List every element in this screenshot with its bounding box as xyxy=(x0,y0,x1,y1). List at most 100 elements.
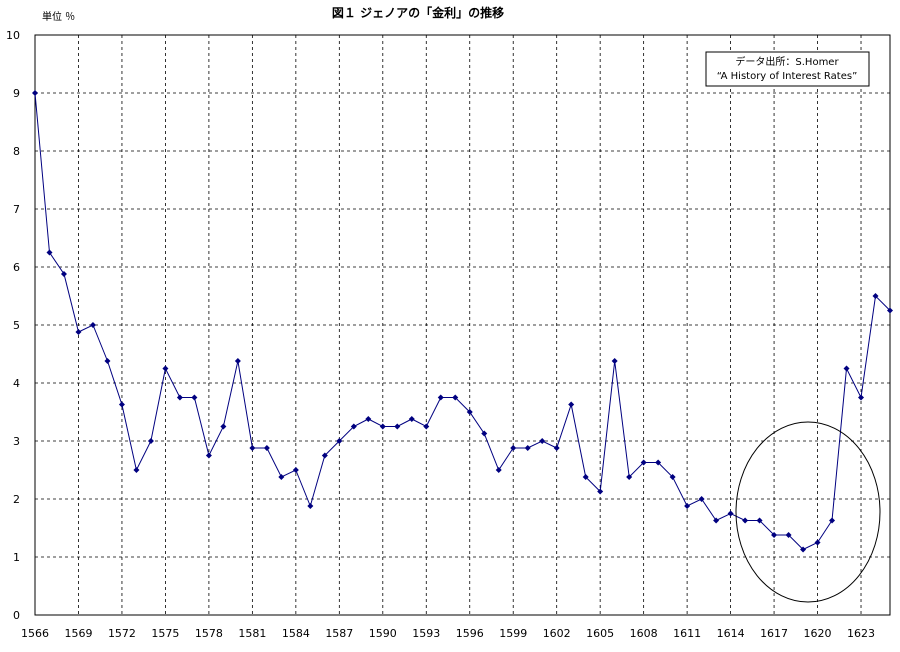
data-point xyxy=(568,401,575,408)
data-point xyxy=(205,452,212,459)
data-point xyxy=(394,423,401,430)
highlight-circle xyxy=(735,421,881,603)
y-tick-label: 8 xyxy=(13,145,20,158)
data-point xyxy=(437,394,444,401)
data-point xyxy=(582,473,589,480)
data-point xyxy=(524,444,531,451)
data-point xyxy=(452,394,459,401)
data-point xyxy=(727,510,734,517)
x-tick-label: 1608 xyxy=(630,627,658,640)
chart-title: 図１ ジェノアの「金利」の推移 xyxy=(332,5,504,20)
data-point xyxy=(350,423,357,430)
data-point xyxy=(118,401,125,408)
x-tick-label: 1620 xyxy=(804,627,832,640)
gridlines xyxy=(35,35,890,615)
x-tick-label: 1611 xyxy=(673,627,701,640)
y-axis-ticks: 0 1 2 3 4 5 6 7 8 9 10 xyxy=(6,29,20,622)
data-point xyxy=(756,517,763,524)
x-tick-label: 1605 xyxy=(586,627,614,640)
data-point xyxy=(379,423,386,430)
data-point xyxy=(46,249,53,256)
data-point xyxy=(234,357,241,364)
data-points xyxy=(32,90,893,553)
x-axis-ticks: 1566 1569 1572 1575 1578 1581 1584 1587 1590 1593… xyxy=(21,627,875,640)
data-point xyxy=(292,467,299,473)
data-point xyxy=(191,394,198,401)
data-point xyxy=(814,539,821,546)
data-point xyxy=(60,270,67,277)
data-point xyxy=(481,430,488,437)
data-point xyxy=(858,394,865,401)
data-point xyxy=(408,415,415,422)
y-tick-label: 0 xyxy=(13,609,20,622)
y-tick-label: 10 xyxy=(6,29,20,42)
x-tick-label: 1578 xyxy=(195,627,223,640)
data-point xyxy=(785,531,792,538)
data-point xyxy=(104,357,111,364)
y-tick-label: 5 xyxy=(13,319,20,332)
data-point xyxy=(611,357,618,364)
data-point xyxy=(510,444,517,451)
data-point xyxy=(626,473,633,480)
data-point xyxy=(640,459,647,466)
x-tick-label: 1581 xyxy=(238,627,266,640)
data-point xyxy=(147,438,154,444)
x-tick-label: 1599 xyxy=(499,627,527,640)
x-tick-label: 1587 xyxy=(325,627,353,640)
data-point xyxy=(278,473,285,480)
data-point xyxy=(742,517,749,524)
data-point xyxy=(829,517,836,524)
data-point xyxy=(336,438,343,444)
y-tick-label: 3 xyxy=(13,435,20,448)
data-point xyxy=(176,394,183,401)
data-point xyxy=(553,444,560,451)
data-point xyxy=(307,502,314,509)
interest-rate-line xyxy=(34,92,891,551)
x-tick-label: 1566 xyxy=(21,627,49,640)
x-tick-label: 1617 xyxy=(760,627,788,640)
x-tick-label: 1572 xyxy=(108,627,136,640)
data-point xyxy=(684,502,691,509)
data-point xyxy=(495,467,502,473)
data-point xyxy=(249,444,256,451)
x-tick-label: 1584 xyxy=(282,627,310,640)
x-tick-label: 1596 xyxy=(456,627,484,640)
y-tick-label: 9 xyxy=(13,87,20,100)
data-point xyxy=(32,90,38,96)
data-point xyxy=(713,517,720,524)
plot-area-border xyxy=(34,34,891,616)
unit-label: 単位 ％ xyxy=(42,10,75,23)
data-point xyxy=(365,415,372,422)
y-tick-label: 1 xyxy=(13,551,20,564)
data-point xyxy=(89,322,96,328)
data-point xyxy=(220,423,227,430)
data-point xyxy=(669,473,676,480)
data-point xyxy=(133,467,140,473)
x-tick-label: 1614 xyxy=(717,627,745,640)
source-line-1: データ出所：S.Homer xyxy=(735,55,839,68)
data-point xyxy=(75,328,82,335)
x-tick-label: 1602 xyxy=(543,627,571,640)
source-box: データ出所：S.Homer “A History of Interest Rat… xyxy=(705,51,870,87)
data-point xyxy=(800,546,807,553)
data-point xyxy=(843,365,850,372)
x-tick-label: 1590 xyxy=(369,627,397,640)
data-point xyxy=(263,444,270,451)
y-tick-label: 6 xyxy=(13,261,20,274)
data-point xyxy=(539,438,546,444)
x-tick-label: 1575 xyxy=(151,627,179,640)
x-tick-label: 1623 xyxy=(847,627,875,640)
data-point xyxy=(887,307,893,314)
data-point xyxy=(423,423,430,430)
data-point xyxy=(162,365,169,372)
x-tick-label: 1569 xyxy=(64,627,92,640)
y-tick-label: 2 xyxy=(13,493,20,506)
data-point xyxy=(321,452,328,459)
data-point xyxy=(698,496,705,502)
source-line-2: “A History of Interest Rates” xyxy=(717,71,858,82)
y-tick-label: 4 xyxy=(13,377,20,390)
x-tick-label: 1593 xyxy=(412,627,440,640)
data-point xyxy=(771,531,778,538)
data-point xyxy=(655,459,662,466)
